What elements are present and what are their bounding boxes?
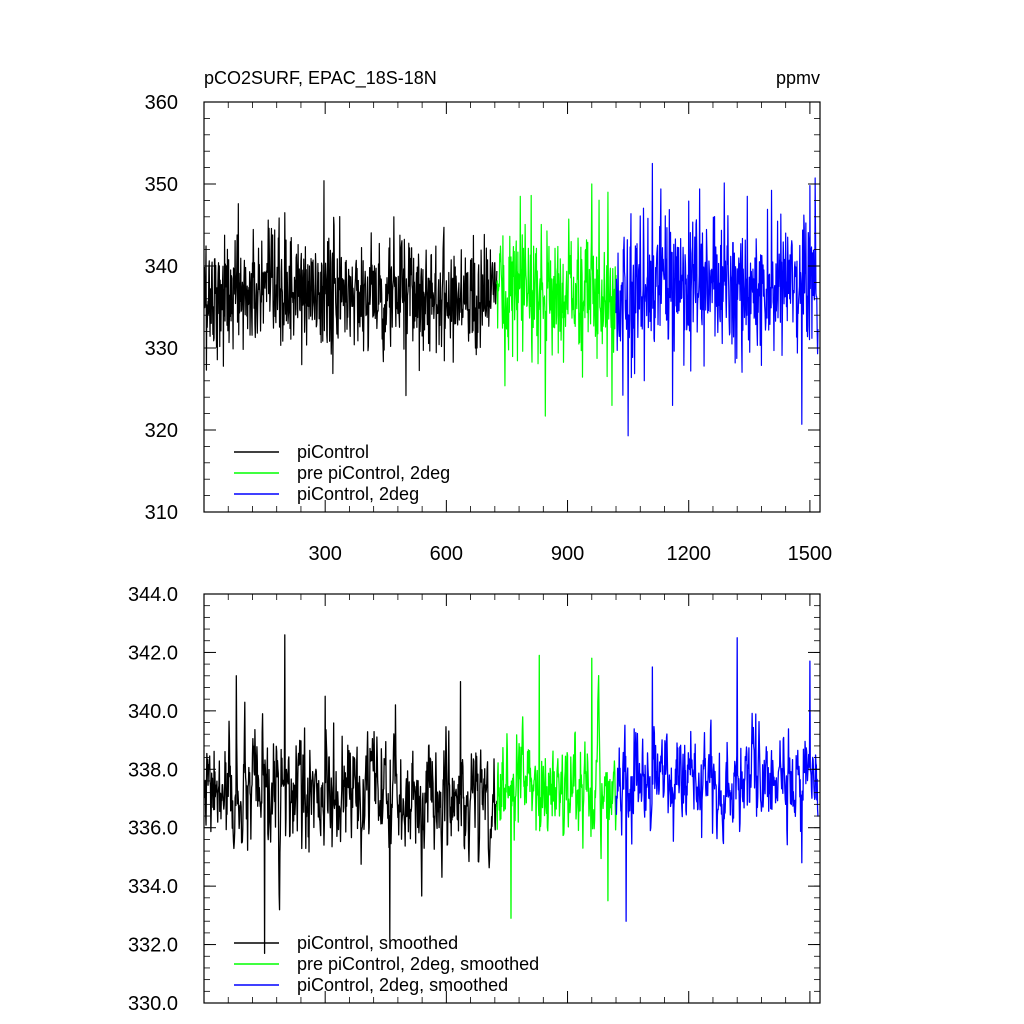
legend-label-2: pre piControl, 2deg, smoothed bbox=[297, 954, 539, 974]
y-tick-label: 310 bbox=[145, 502, 178, 524]
y-tick-label: 338.0 bbox=[128, 759, 178, 781]
y-tick-label: 340.0 bbox=[128, 701, 178, 723]
series-line-3 bbox=[615, 162, 819, 437]
x-tick-label: 600 bbox=[430, 543, 463, 565]
chart-title: pCO2SURF, EPAC_18S-18N bbox=[204, 68, 437, 89]
top-series-group bbox=[203, 162, 819, 437]
y-tick-label: 330 bbox=[145, 338, 178, 360]
y-tick-label: 320 bbox=[145, 420, 178, 442]
x-tick-label: 1500 bbox=[788, 543, 833, 565]
top-panel: pCO2SURF, EPAC_18S-18N ppmv 310 320 330 340… bbox=[145, 68, 833, 565]
series-line-1 bbox=[203, 634, 498, 954]
units-label: ppmv bbox=[776, 68, 820, 88]
y-tick-label: 344.0 bbox=[128, 584, 178, 606]
legend-label-3: piControl, 2deg, smoothed bbox=[297, 975, 508, 995]
y-tick-label: 360 bbox=[145, 92, 178, 114]
y-tick-label: 330.0 bbox=[128, 993, 178, 1015]
bottom-axes: 330.0 332.0 334.0 336.0 338.0 340.0 342.0 344.0 bbox=[128, 584, 821, 1015]
bottom-series-group bbox=[203, 634, 819, 954]
x-tick-label: 900 bbox=[551, 543, 584, 565]
y-tick-label: 334.0 bbox=[128, 876, 178, 898]
legend-label-3: piControl, 2deg bbox=[297, 484, 419, 504]
series-line-2 bbox=[496, 183, 617, 417]
series-line-1 bbox=[203, 180, 498, 397]
x-tick-label: 1200 bbox=[666, 543, 711, 565]
legend-label-1: piControl bbox=[297, 442, 369, 462]
series-line-3 bbox=[615, 637, 819, 922]
bottom-panel: 330.0 332.0 334.0 336.0 338.0 340.0 342.0 344.0… bbox=[128, 584, 821, 1015]
y-tick-label: 336.0 bbox=[128, 818, 178, 840]
x-tick-label: 300 bbox=[308, 543, 341, 565]
y-tick-label: 342.0 bbox=[128, 642, 178, 664]
plot-frame bbox=[203, 593, 821, 1004]
legend-label-2: pre piControl, 2deg bbox=[297, 463, 450, 483]
series-line-2 bbox=[496, 654, 617, 919]
y-tick-label: 340 bbox=[145, 256, 178, 278]
legend-label-1: piControl, smoothed bbox=[297, 933, 458, 953]
plot-frame bbox=[203, 101, 821, 513]
y-tick-label: 350 bbox=[145, 174, 178, 196]
top-axes: 310 320 330 340 350 360 300 600 900 1200 1500 bbox=[145, 92, 833, 565]
y-tick-label: 332.0 bbox=[128, 935, 178, 957]
